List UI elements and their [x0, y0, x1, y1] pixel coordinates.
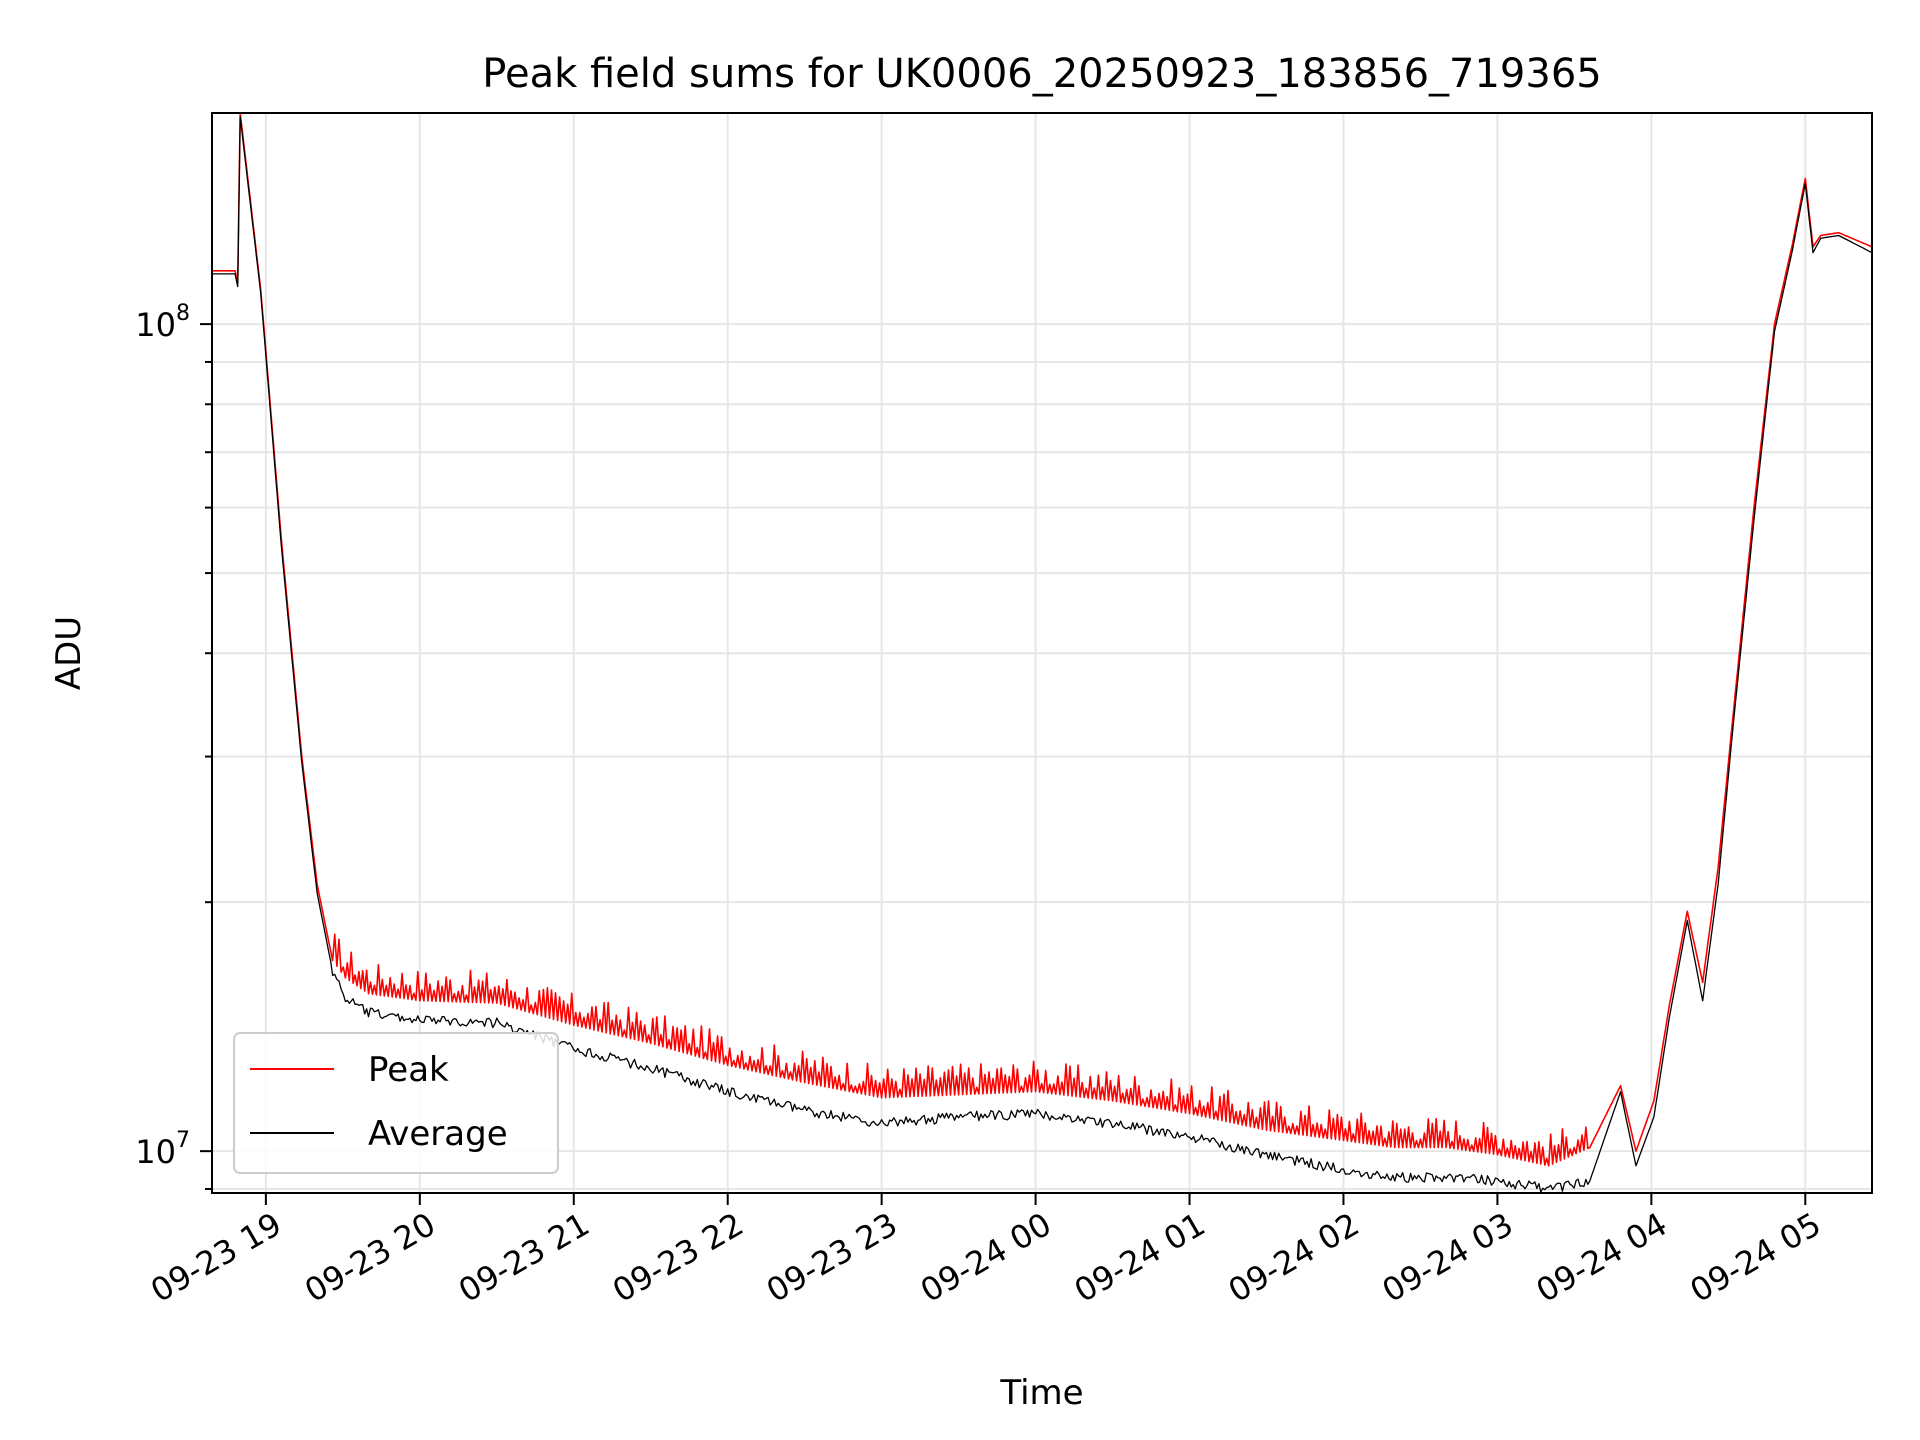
series-line-peak [212, 113, 1873, 1167]
chart-title: Peak field sums for UK0006_20250923_1838… [482, 51, 1601, 97]
legend-label-peak: Peak [368, 1050, 449, 1090]
series-line-average [212, 116, 1873, 1193]
grid [212, 113, 1872, 1193]
y-axis-label: ADU [49, 616, 89, 690]
y-tick-label: 108 [135, 301, 190, 344]
legend-label-average: Average [368, 1114, 508, 1154]
legend: Peak Average [233, 1032, 559, 1174]
series-lines [212, 113, 1873, 1193]
x-axis-label: Time [999, 1373, 1083, 1413]
y-tick-label: 107 [135, 1128, 190, 1171]
